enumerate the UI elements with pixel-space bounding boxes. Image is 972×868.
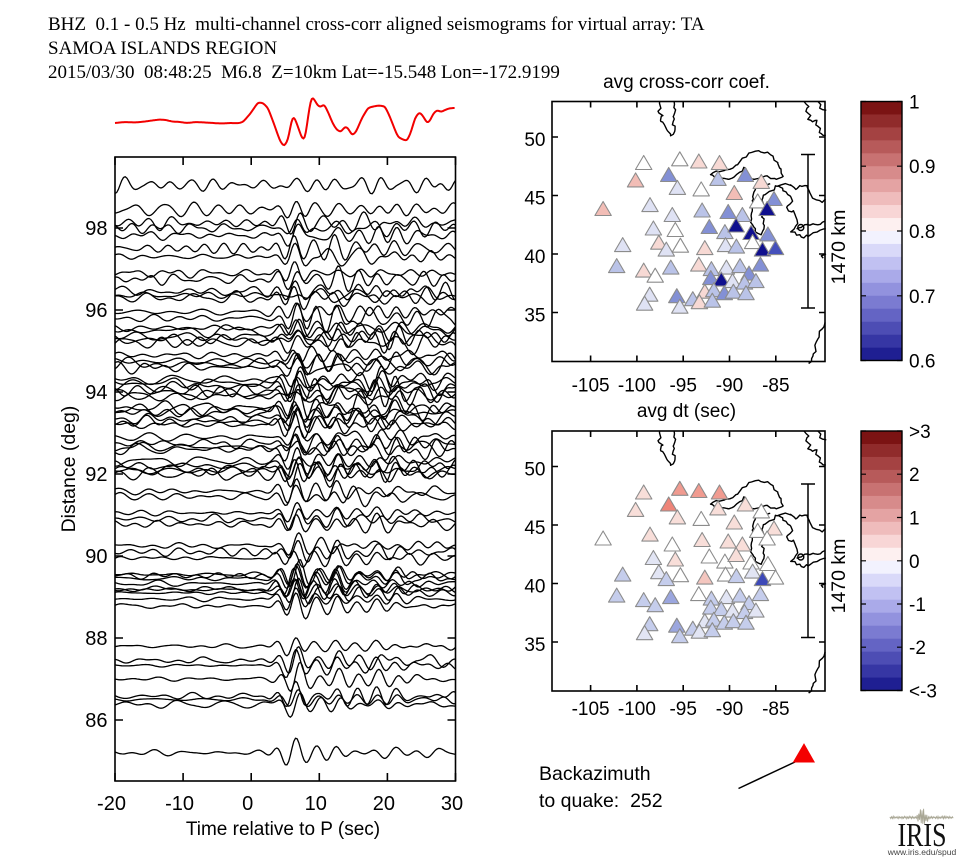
svg-text:1: 1 xyxy=(909,93,920,114)
svg-text:www.iris.edu/spud: www.iris.edu/spud xyxy=(887,847,957,857)
svg-text:0.9: 0.9 xyxy=(909,157,935,178)
svg-text:Distance (deg): Distance (deg) xyxy=(58,406,80,533)
svg-text:-95: -95 xyxy=(669,699,696,720)
svg-text:50: 50 xyxy=(524,130,545,151)
svg-text:92: 92 xyxy=(85,464,107,486)
svg-text:45: 45 xyxy=(524,189,545,210)
svg-text:SAMOA ISLANDS REGION: SAMOA ISLANDS REGION xyxy=(48,38,277,59)
svg-text:-90: -90 xyxy=(716,376,743,397)
svg-text:90: 90 xyxy=(85,546,107,568)
svg-text:1470 km: 1470 km xyxy=(828,210,850,285)
svg-text:IRIS: IRIS xyxy=(898,817,947,854)
svg-text:-10: -10 xyxy=(165,793,194,815)
svg-text:-105: -105 xyxy=(572,699,610,720)
svg-text:35: 35 xyxy=(524,306,545,327)
svg-text:1: 1 xyxy=(909,509,920,530)
svg-text:-20: -20 xyxy=(97,793,126,815)
svg-text:40: 40 xyxy=(524,577,545,598)
svg-text:-85: -85 xyxy=(762,376,789,397)
svg-text:1470 km: 1470 km xyxy=(828,539,850,614)
svg-text:30: 30 xyxy=(441,793,463,815)
svg-text:2: 2 xyxy=(909,465,920,486)
svg-text:96: 96 xyxy=(85,300,107,322)
svg-text:0.6: 0.6 xyxy=(909,352,935,373)
svg-text:Time relative to P (sec): Time relative to P (sec) xyxy=(186,819,380,840)
svg-text:to quake: 252: to quake: 252 xyxy=(539,790,663,812)
svg-text:>3: >3 xyxy=(909,422,931,443)
svg-text:35: 35 xyxy=(524,635,545,656)
svg-text:BHZ 0.1 - 0.5 Hz multi-chann: BHZ 0.1 - 0.5 Hz multi-channel cross-cor… xyxy=(48,14,705,35)
svg-text:98: 98 xyxy=(85,218,107,240)
svg-text:0.8: 0.8 xyxy=(909,222,935,243)
svg-text:86: 86 xyxy=(85,710,107,732)
svg-text:10: 10 xyxy=(305,793,327,815)
svg-text:-95: -95 xyxy=(669,376,696,397)
svg-text:-2: -2 xyxy=(909,638,926,659)
svg-text:avg dt (sec): avg dt (sec) xyxy=(637,401,736,422)
svg-text:40: 40 xyxy=(524,247,545,268)
svg-text:94: 94 xyxy=(85,382,107,404)
svg-text:-100: -100 xyxy=(618,699,656,720)
svg-text:<-3: <-3 xyxy=(909,682,937,703)
svg-text:2015/03/30 08:48:25 M6.8 Z=: 2015/03/30 08:48:25 M6.8 Z=10km Lat=-15.… xyxy=(48,62,560,83)
svg-text:0.7: 0.7 xyxy=(909,287,935,308)
svg-text:45: 45 xyxy=(524,518,545,539)
svg-text:-1: -1 xyxy=(909,595,926,616)
svg-text:20: 20 xyxy=(373,793,395,815)
svg-text:0: 0 xyxy=(909,552,920,573)
svg-text:-100: -100 xyxy=(618,376,656,397)
svg-text:50: 50 xyxy=(524,460,545,481)
svg-text:Backazimuth: Backazimuth xyxy=(539,763,651,785)
svg-text:88: 88 xyxy=(85,628,107,650)
svg-text:0: 0 xyxy=(242,793,253,815)
svg-text:-105: -105 xyxy=(572,376,610,397)
svg-text:-85: -85 xyxy=(762,699,789,720)
svg-text:avg cross-corr coef.: avg cross-corr coef. xyxy=(603,72,770,93)
svg-text:-90: -90 xyxy=(716,699,743,720)
